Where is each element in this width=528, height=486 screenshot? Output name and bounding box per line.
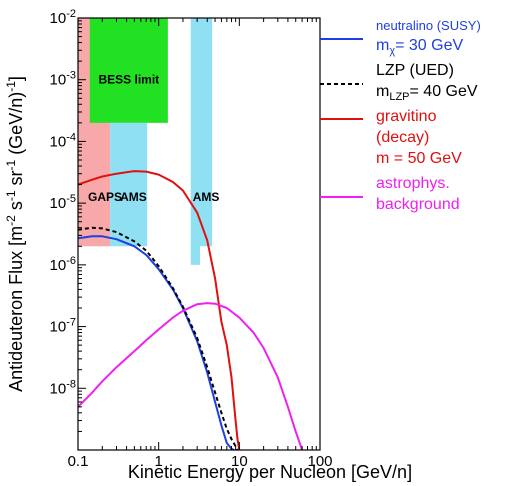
region-1 bbox=[110, 122, 148, 247]
x-tick-label: 100 bbox=[307, 453, 332, 470]
series-line-1 bbox=[78, 226, 239, 450]
region-3 bbox=[190, 18, 200, 265]
region-label-1: AMS bbox=[120, 190, 147, 204]
experiment-sensitivity-regions bbox=[78, 18, 213, 265]
legend-text: astrophys. bbox=[376, 175, 450, 192]
y-tick-label: 10-6 bbox=[50, 255, 76, 274]
y-tick-label: 10-5 bbox=[50, 193, 76, 212]
legend-text: m = 50 GeV bbox=[376, 150, 462, 167]
series-line-3 bbox=[78, 302, 304, 450]
y-tick-label: 10-2 bbox=[50, 8, 76, 27]
y-tick-label: 10-7 bbox=[50, 317, 76, 336]
region-label-3: AMS bbox=[193, 190, 220, 204]
y-tick-label: 10-8 bbox=[50, 378, 76, 397]
legend-text: background bbox=[376, 196, 460, 213]
y-axis-title: Antideuteron Flux [m-2 s-1 sr-1 (GeV/n)-… bbox=[4, 76, 26, 392]
y-tick-label: 10-3 bbox=[50, 70, 76, 89]
region-2 bbox=[89, 18, 168, 123]
legend-text: gravitino bbox=[376, 108, 437, 125]
series-line-0 bbox=[78, 235, 235, 450]
legend-text: neutralino (SUSY) bbox=[376, 18, 481, 33]
x-tick-label: 0.1 bbox=[68, 453, 89, 470]
legend: neutralino (SUSY) mχ= 30 GeV LZP (UED) mLZP… bbox=[320, 18, 481, 213]
plot-frame bbox=[77, 17, 321, 451]
legend-text: (decay) bbox=[376, 129, 429, 146]
legend-text: mχ= 30 GeV bbox=[376, 37, 463, 57]
x-tick-label: 1 bbox=[154, 453, 162, 470]
legend-entry-2: gravitino (decay) m = 50 GeV bbox=[320, 108, 462, 167]
flux-curves bbox=[78, 170, 304, 450]
axis-ticks: 0.1 1 10 100 10-8 10-7 10-6 10-5 10-4 10-3 10-2 bbox=[50, 8, 333, 470]
legend-entry-1: LZP (UED) mLZP= 40 GeV bbox=[320, 62, 478, 103]
series-line-2 bbox=[78, 170, 241, 450]
x-tick-label: 10 bbox=[231, 453, 248, 470]
y-tick-label: 10-4 bbox=[50, 131, 76, 150]
legend-text: LZP (UED) bbox=[376, 62, 454, 79]
x-axis-title: Kinetic Energy per Nucleon [GeV/n] bbox=[128, 462, 412, 482]
legend-text: mLZP= 40 GeV bbox=[376, 83, 478, 103]
region-label-0: GAPS bbox=[88, 190, 122, 204]
legend-entry-0: neutralino (SUSY) mχ= 30 GeV bbox=[320, 18, 481, 57]
region-4 bbox=[199, 18, 213, 247]
region-label-2: BESS limit bbox=[98, 73, 159, 87]
legend-entry-3: astrophys. background bbox=[320, 175, 460, 213]
